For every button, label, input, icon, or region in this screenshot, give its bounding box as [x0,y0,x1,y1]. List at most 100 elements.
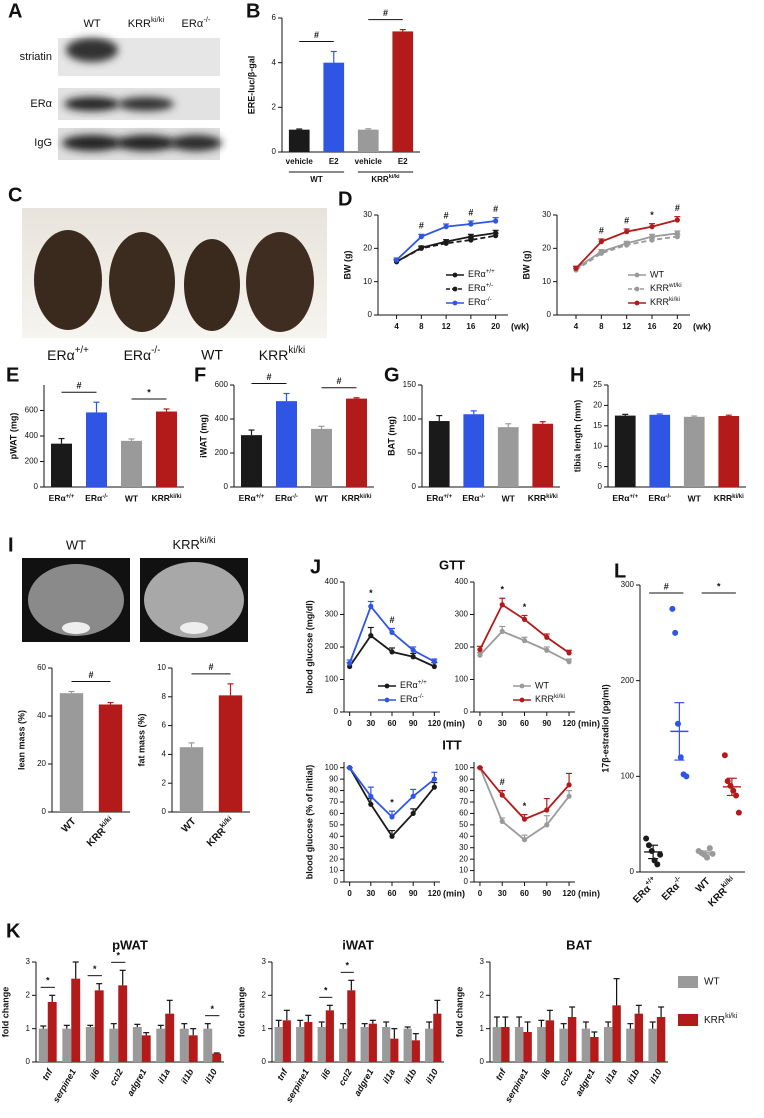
y-tick-label: 1 [262,1024,267,1033]
label-sup: ki/ki [170,494,182,500]
y-tick-label: 0 [34,482,39,491]
point [735,809,742,816]
label-sup: ki/ki [554,693,565,700]
y-tick-label: 60 [459,809,468,818]
x-tick-label: 0 [478,889,483,898]
y-tick-label: 10 [542,277,551,286]
y-tick-label: 25 [593,380,602,389]
bar [390,1038,399,1062]
y-axis-label: BW (g) [521,251,531,280]
y-axis-label: iWAT (mg) [198,414,208,458]
y-tick-label: 0 [598,482,603,491]
bar [121,440,142,487]
label-sup: +/+ [256,494,265,500]
bar [497,427,519,487]
label-sup: +/+ [418,679,427,686]
label-sup: -/- [479,494,485,500]
bar [85,1027,95,1062]
point [521,837,528,843]
y-tick-label: 30 [542,210,551,219]
y-tick-label: 0 [464,707,469,716]
bar [634,1013,644,1062]
y-tick-label: 1 [26,1024,31,1033]
legend-label: WT [704,977,720,988]
bar [360,1027,369,1062]
bar [179,1028,189,1062]
bar [590,1037,599,1062]
y-tick-label: 20 [329,854,338,863]
y-tick-label: 20 [459,854,468,863]
point [521,816,528,822]
x-tick-label: 120 [562,889,576,898]
point [410,647,416,653]
x-tick-label: 60 [388,889,397,898]
label-base: KRR [172,537,199,552]
point [389,629,395,635]
photo-label: WT [201,347,223,363]
legend-marker [452,300,458,306]
legend-marker [384,683,390,689]
y-tick-label: 100 [325,675,339,684]
bar [626,1028,635,1062]
point [566,650,572,656]
bar [545,1020,555,1062]
y-tick-label: 400 [325,577,339,586]
significance-label: # [76,381,81,391]
point [368,793,374,799]
bar [274,1027,283,1062]
label-sup: -/- [203,15,211,24]
label-sup: ki/ki [546,494,558,500]
significance-label: # [88,670,93,680]
row-label: IgG [34,137,52,149]
point [493,233,499,239]
point [431,663,437,670]
significance-label: * [210,1004,214,1014]
bar [403,1028,412,1062]
y-tick-label: 4 [272,58,277,67]
legend-marker [452,272,458,278]
label-base: ERα [400,694,418,704]
y-tick-label: 3 [480,957,485,966]
ct-body [144,562,244,638]
point [598,239,604,245]
y-axis-label: lean mass (%) [16,710,26,770]
legend-label: ERα+/+ [468,268,495,279]
chart-title: BAT [566,937,592,952]
bar [501,1027,510,1062]
label-base: ERα [124,347,152,363]
point [368,633,374,639]
label-sup: +/+ [629,494,638,500]
y-tick-label: 20 [363,243,372,252]
band [64,97,120,111]
x-axis-label: (min) [578,888,600,898]
point [544,807,550,813]
label-base: ERα [49,493,67,503]
significance-label: # [314,30,319,40]
legend-label: KRRwt/ki [650,282,682,293]
y-tick-label: 1 [480,1024,485,1033]
x-tick-label: 60 [520,889,529,898]
x-tick-label: 60 [520,719,529,728]
column-label: WT [83,18,100,30]
mouse-photo [22,208,327,338]
legend-label: WT [535,680,549,690]
x-tick-label: 4 [574,322,579,331]
bar [109,1028,119,1062]
point [477,652,483,658]
y-tick-label: 50 [407,448,416,457]
significance-label: # [389,615,394,625]
y-tick-label: 60 [37,663,46,672]
point [566,793,572,799]
point [674,234,680,240]
x-tick-label: WT [688,493,702,503]
x-tick-label: vehicle [286,157,314,166]
bar [62,1028,72,1062]
y-tick-label: 200 [621,676,635,685]
point [521,616,528,622]
significance-label: # [419,221,424,231]
y-tick-label: 20 [593,401,602,410]
band [62,135,122,151]
point [431,659,437,665]
y-tick-label: 6 [272,13,277,22]
y-tick-label: 8 [162,692,167,701]
